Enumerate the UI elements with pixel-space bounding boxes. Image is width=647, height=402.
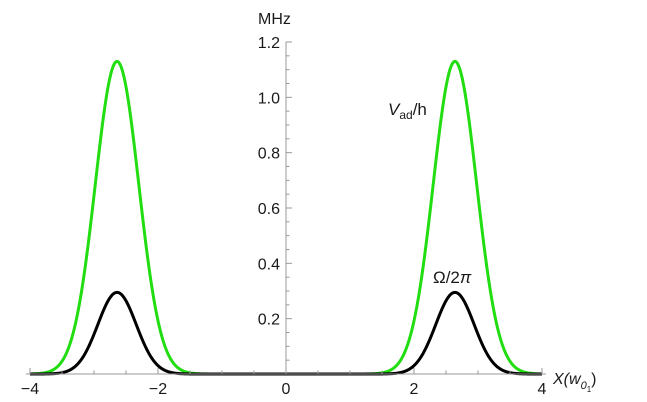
series-label-omega-main: Ω/2 [433, 268, 460, 287]
series-label-vad: Vad/h [388, 100, 427, 122]
x-tick-label: 2 [410, 381, 419, 398]
x-axis-label-w: w [569, 371, 582, 388]
x-tick-label: −2 [149, 381, 167, 398]
x-tick-label: 4 [538, 381, 547, 398]
axes: −4 −2 0 2 4 0.2 0.4 0.6 0.8 1.0 1.2 [21, 35, 547, 398]
x-axis-label: X(w01) [552, 371, 596, 394]
x-axis-label-close: ) [591, 371, 596, 388]
series-label-vad-sub: ad [399, 108, 412, 122]
x-tick-label: 0 [282, 381, 291, 398]
y-axis-label: MHz [258, 11, 291, 28]
x-axis-label-subsub: 1 [587, 385, 592, 394]
series-label-vad-main: V [388, 100, 401, 119]
y-tick-label: 0.8 [258, 146, 280, 163]
x-axis-label-sub: 0 [581, 380, 588, 392]
series-label-omega: Ω/2π [433, 268, 472, 287]
y-tick-label: 0.6 [258, 201, 280, 218]
series-label-omega-pi: π [460, 268, 472, 287]
y-tick-label: 0.2 [258, 312, 280, 329]
x-tick-label: −4 [21, 381, 39, 398]
x-axis-label-main: X( [552, 371, 571, 388]
y-tick-label: 1.2 [258, 35, 280, 52]
series-label-vad-rest: /h [413, 100, 427, 119]
y-ticks: 0.2 0.4 0.6 0.8 1.0 1.2 [258, 35, 292, 361]
x-ticks: −4 −2 0 2 4 [21, 368, 547, 398]
y-tick-label: 0.4 [258, 256, 280, 273]
y-tick-label: 1.0 [258, 90, 280, 107]
